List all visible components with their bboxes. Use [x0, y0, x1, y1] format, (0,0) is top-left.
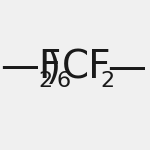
Text: 2: 2	[38, 71, 52, 91]
Text: —: —	[107, 48, 146, 87]
Text: 6: 6	[56, 71, 70, 91]
Text: ): )	[46, 48, 61, 87]
Text: 2: 2	[100, 71, 115, 91]
Text: CF: CF	[62, 48, 112, 87]
Text: —F: —F	[0, 48, 61, 87]
